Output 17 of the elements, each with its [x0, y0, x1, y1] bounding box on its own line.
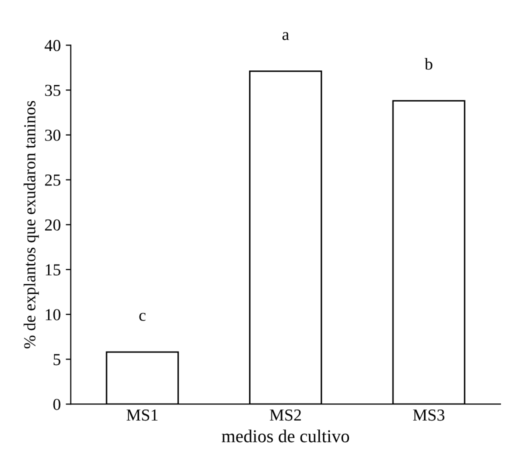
- annotation: a: [282, 32, 290, 40]
- annotation: c: [139, 312, 146, 321]
- annotation: b: [424, 58, 432, 70]
- y-tick-label: 25: [45, 174, 60, 186]
- y-tick-label: 30: [45, 130, 60, 141]
- y-tick-label: 35: [45, 84, 60, 96]
- x-tick-label: MS1: [126, 410, 158, 421]
- y-tick-label: 15: [46, 264, 60, 276]
- y-tick-label: 5: [54, 354, 60, 366]
- y-tick-label: 20: [45, 219, 60, 231]
- y-tick-label: 10: [46, 309, 60, 320]
- x-tick-label: MS2: [270, 410, 301, 421]
- x-axis-title: medios de cultivo: [222, 430, 350, 442]
- y-axis-title: % de explantos que exudaron taninos: [24, 101, 39, 348]
- x-tick-label: MS3: [413, 410, 444, 421]
- y-tick-label: 40: [44, 40, 60, 52]
- y-tick-label: 0: [53, 398, 60, 410]
